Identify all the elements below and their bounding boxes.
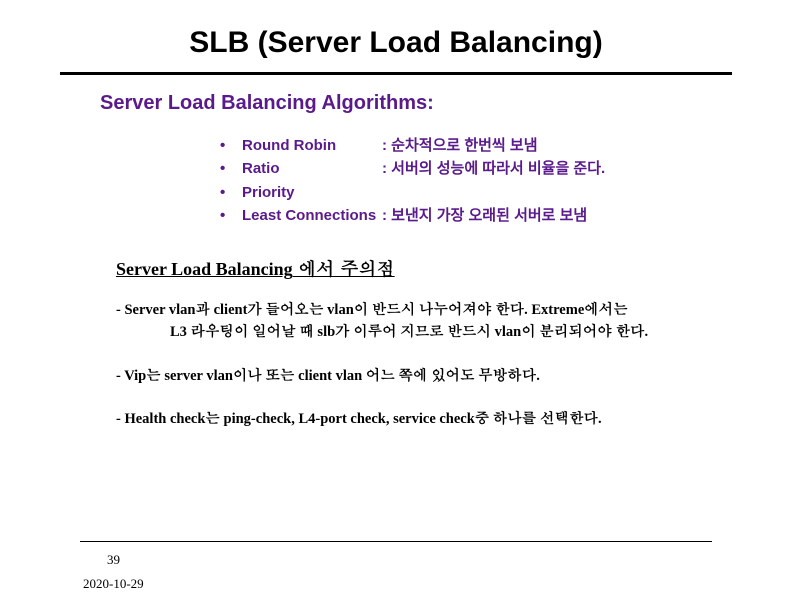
list-item: • Priority — [220, 181, 605, 204]
algo-name: Ratio — [242, 157, 382, 180]
algo-name: Round Robin — [242, 134, 382, 157]
note-line: L3 라우팅이 일어날 때 slb가 이루어 지므로 반드시 vlan이 분리되… — [130, 322, 706, 344]
bullet-icon: • — [220, 157, 242, 180]
page-title: SLB (Server Load Balancing) — [0, 26, 792, 60]
bullet-icon: • — [220, 204, 242, 227]
list-item: • Round Robin : 순차적으로 한번씩 보냄 — [220, 134, 605, 157]
footer-divider — [80, 541, 712, 542]
note-item: - Vip는 server vlan이나 또는 client vlan 어느 쪽… — [116, 366, 706, 388]
algo-desc: : 순차적으로 한번씩 보냄 — [382, 134, 538, 157]
bullet-icon: • — [220, 181, 242, 204]
note-line: - Server vlan과 client가 들어오는 vlan이 반드시 나누… — [116, 302, 628, 318]
algo-name: Priority — [242, 181, 382, 204]
title-divider — [60, 72, 732, 75]
bullet-icon: • — [220, 134, 242, 157]
slide: SLB (Server Load Balancing) Server Load … — [0, 0, 792, 612]
list-item: • Least Connections : 보낸지 가장 오래된 서버로 보냄 — [220, 204, 605, 227]
algorithm-list: • Round Robin : 순차적으로 한번씩 보냄 • Ratio : 서… — [220, 134, 605, 227]
list-item: • Ratio : 서버의 성능에 따라서 비율을 준다. — [220, 157, 605, 180]
caution-heading-en: Server Load Balancing — [116, 259, 293, 279]
page-number: 39 — [107, 552, 120, 568]
algo-desc: : 서버의 성능에 따라서 비율을 준다. — [382, 157, 605, 180]
algo-name: Least Connections — [242, 204, 382, 227]
algo-desc: : 보낸지 가장 오래된 서버로 보냄 — [382, 204, 587, 227]
caution-heading-kr: 에서 주의점 — [293, 256, 395, 281]
note-item: - Server vlan과 client가 들어오는 vlan이 반드시 나누… — [116, 300, 706, 344]
caution-heading: Server Load Balancing 에서 주의점 — [116, 256, 395, 281]
caution-notes: - Server vlan과 client가 들어오는 vlan이 반드시 나누… — [116, 300, 706, 453]
footer-date: 2020-10-29 — [83, 576, 144, 592]
note-item: - Health check는 ping-check, L4-port chec… — [116, 409, 706, 431]
section-subtitle: Server Load Balancing Algorithms: — [100, 92, 434, 115]
